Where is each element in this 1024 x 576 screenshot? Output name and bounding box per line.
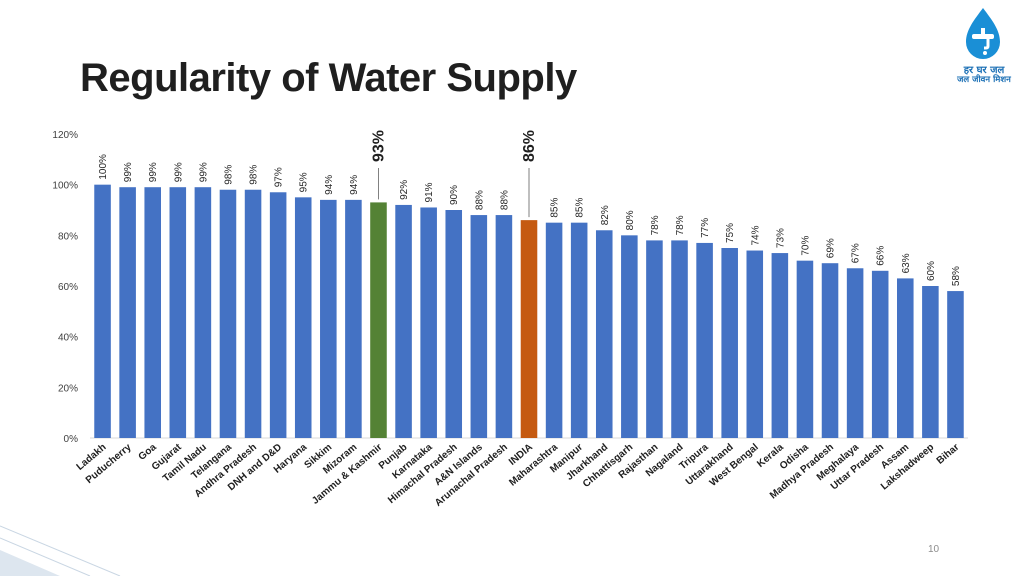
data-label: 88%: [474, 190, 485, 210]
page-number: 10: [928, 544, 940, 555]
bar: [219, 189, 237, 438]
bar: [395, 204, 412, 438]
data-label: 78%: [650, 215, 661, 235]
bar: [671, 240, 688, 438]
bar: [269, 192, 287, 438]
bar: [721, 248, 738, 438]
bar: [821, 263, 839, 438]
data-label: 97%: [274, 167, 285, 187]
data-label: 88%: [499, 190, 510, 210]
data-label: 67%: [851, 243, 862, 263]
data-label: 94%: [349, 175, 360, 195]
data-label: 60%: [926, 261, 937, 281]
y-tick-label: 120%: [52, 130, 78, 141]
bar: [570, 222, 588, 438]
bar: [94, 184, 111, 438]
bar: [621, 235, 638, 438]
bar: [746, 250, 764, 438]
data-label: 77%: [700, 218, 711, 238]
data-label: 93%: [370, 130, 387, 162]
data-label: 69%: [826, 238, 837, 258]
bar: [846, 268, 864, 438]
data-label: 91%: [424, 182, 435, 202]
data-label: 98%: [249, 165, 260, 185]
data-label: 86%: [521, 130, 538, 162]
bar: [445, 210, 463, 438]
data-label: 70%: [800, 236, 811, 256]
bar: [345, 199, 362, 438]
logo-text-line2: जल जीवन मिशन: [957, 75, 1011, 85]
data-label: 82%: [600, 205, 611, 225]
bar: [922, 286, 939, 438]
bar: [796, 260, 814, 438]
data-label: 63%: [901, 253, 912, 273]
y-tick-label: 80%: [58, 231, 78, 242]
bar: [119, 187, 136, 438]
data-label: 90%: [449, 185, 460, 205]
category-label: Bihar: [935, 442, 962, 467]
bar: [646, 240, 663, 438]
bar: [470, 215, 488, 438]
bar: [495, 215, 513, 438]
bar: [545, 222, 563, 438]
bar: [194, 187, 212, 438]
bar: [144, 187, 161, 438]
bar: [771, 253, 789, 438]
data-label: 94%: [324, 175, 335, 195]
data-label: 99%: [198, 162, 209, 182]
bar: [696, 242, 713, 438]
data-label: 98%: [223, 165, 234, 185]
bar: [244, 189, 262, 438]
data-label: 66%: [876, 246, 887, 266]
data-label: 74%: [750, 225, 761, 245]
bar: [871, 270, 889, 438]
page-title: Regularity of Water Supply: [80, 56, 577, 100]
data-label: 58%: [951, 266, 962, 286]
y-tick-label: 100%: [52, 181, 78, 192]
y-tick-label: 0%: [64, 434, 79, 445]
logo-text-line1: हर घर जल: [963, 65, 1005, 76]
data-label: 73%: [775, 228, 786, 248]
bar: [420, 207, 437, 438]
bar: [947, 291, 964, 438]
data-label: 92%: [399, 180, 410, 200]
y-tick-label: 20%: [58, 383, 78, 394]
bar-chart: 0%20%40%60%80%100%120%100%Ladakh99%Puduc…: [52, 130, 968, 509]
bar: [595, 230, 613, 438]
data-label: 85%: [575, 198, 586, 218]
data-label: 80%: [625, 210, 636, 230]
bar: [897, 278, 914, 438]
data-label: 99%: [173, 162, 184, 182]
y-tick-label: 60%: [58, 282, 78, 293]
water-tap-drop-icon: [966, 8, 1000, 59]
corner-decoration: [0, 525, 121, 576]
data-label: 78%: [675, 215, 686, 235]
bar: [320, 199, 337, 438]
data-label: 85%: [550, 198, 561, 218]
y-tick-label: 40%: [58, 333, 78, 344]
bar: [520, 220, 538, 438]
data-label: 75%: [725, 223, 736, 243]
data-label: 99%: [123, 162, 134, 182]
bar: [370, 202, 387, 438]
data-label: 95%: [299, 172, 310, 192]
data-label: 100%: [98, 154, 109, 180]
data-label: 99%: [148, 162, 159, 182]
bar: [294, 197, 312, 438]
bar: [169, 187, 187, 438]
